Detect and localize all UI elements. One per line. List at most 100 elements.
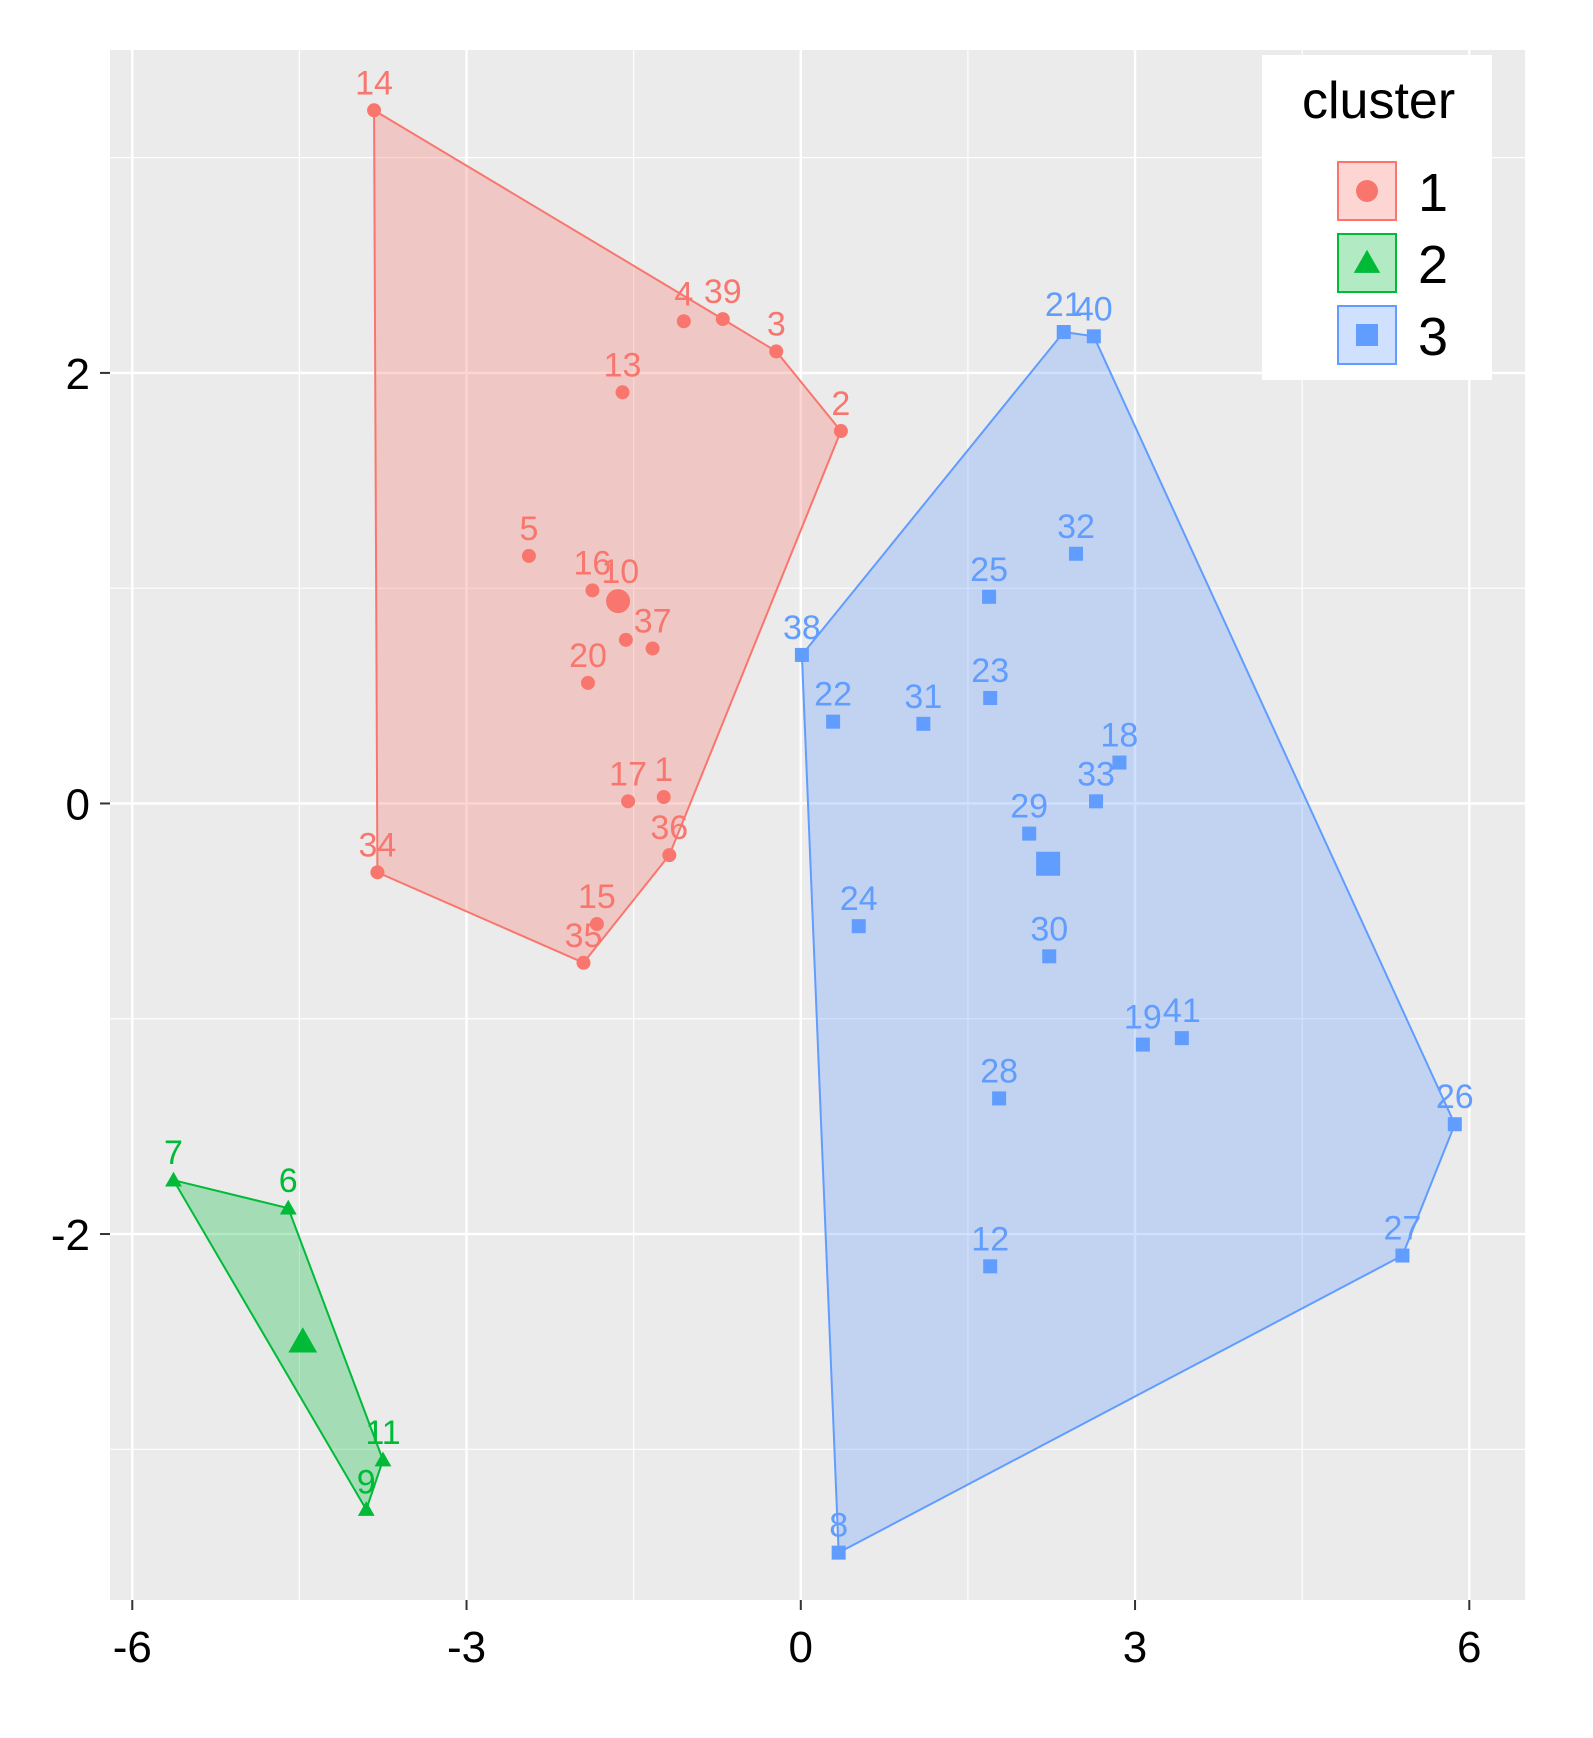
point-3-21 — [1056, 325, 1071, 340]
point-label: 11 — [365, 1414, 400, 1452]
point-1-13 — [615, 385, 630, 400]
axes: -6 -3 0 3 6-202 — [51, 350, 1482, 1672]
point-1-1 — [656, 790, 671, 805]
point-label: 2 — [831, 385, 850, 423]
point-label: 10 — [601, 553, 639, 591]
point-1-35 — [576, 955, 591, 970]
point-label: 8 — [829, 1507, 848, 1545]
point-label: 29 — [1010, 788, 1048, 826]
point-label: 20 — [569, 637, 607, 675]
point-3-25 — [982, 589, 997, 604]
point-1-17 — [621, 794, 636, 809]
point-label: 18 — [1101, 717, 1139, 755]
point-1-16 — [585, 583, 600, 598]
y-tick-label: 2 — [66, 350, 90, 399]
point-label: 19 — [1124, 999, 1162, 1037]
point-2-9 — [357, 1501, 375, 1516]
point-1-20 — [580, 675, 595, 690]
point-label: 31 — [904, 678, 942, 716]
point-1-5 — [521, 548, 536, 563]
point-3-27 — [1395, 1248, 1410, 1263]
point-3-18 — [1112, 755, 1127, 770]
point-3-24 — [851, 919, 866, 934]
point-1-34 — [370, 865, 385, 880]
point-label: 22 — [814, 676, 852, 714]
point-1-39 — [715, 312, 730, 327]
legend-marker-3 — [1356, 324, 1378, 346]
point-3-22 — [826, 714, 841, 729]
point-3-31 — [916, 716, 931, 731]
point-3-23 — [983, 690, 998, 705]
point-3-33 — [1089, 794, 1104, 809]
point-label: 21 — [1045, 286, 1083, 324]
point-3-40 — [1086, 329, 1101, 344]
legend-label-3: 3 — [1418, 307, 1448, 367]
point-3-41 — [1174, 1031, 1189, 1046]
point-label: 25 — [970, 551, 1008, 589]
legend-label-1: 1 — [1418, 163, 1448, 223]
legend-marker-2 — [1353, 249, 1381, 273]
point-label: 14 — [355, 64, 393, 102]
point-label: 38 — [783, 609, 821, 647]
point-3-29 — [1022, 826, 1037, 841]
x-tick-label: -3 — [447, 1623, 486, 1672]
point-2-11 — [374, 1451, 392, 1467]
point-1-4 — [676, 314, 691, 329]
point-3-32 — [1068, 546, 1083, 561]
point-label: 39 — [704, 273, 742, 311]
point-label: 23 — [971, 652, 1009, 690]
centroid-2 — [288, 1327, 318, 1353]
point-label: 17 — [609, 755, 647, 793]
point-3-19 — [1135, 1037, 1150, 1052]
grid-lines — [110, 50, 1525, 1600]
point-1-15 — [589, 917, 604, 932]
point-label: 13 — [604, 346, 642, 384]
x-tick-label: 0 — [789, 1623, 813, 1672]
centroid-1 — [606, 589, 631, 614]
point-label: 40 — [1075, 290, 1113, 328]
point-3-30 — [1042, 949, 1057, 964]
point-1-2 — [833, 424, 848, 439]
point-label: 30 — [1030, 910, 1068, 948]
point-3-8 — [831, 1545, 846, 1560]
point-3-38 — [794, 647, 809, 662]
point-label: 16 — [574, 544, 612, 582]
point-label: 6 — [279, 1162, 298, 1200]
x-tick-label: 6 — [1457, 1623, 1481, 1672]
legend-label-2: 2 — [1418, 235, 1448, 295]
point-label: 35 — [565, 917, 603, 955]
point-label: 32 — [1057, 508, 1095, 546]
point-2-7 — [165, 1171, 182, 1187]
centroid-3 — [1036, 851, 1061, 876]
point-1 — [618, 632, 633, 647]
point-label: 4 — [674, 275, 693, 313]
y-tick-label: 0 — [66, 780, 90, 829]
point-label: 9 — [357, 1464, 376, 1502]
point-label: 41 — [1163, 992, 1201, 1030]
x-tick-label: 3 — [1123, 1623, 1147, 1672]
point-label: 27 — [1384, 1210, 1422, 1248]
point-1-3 — [769, 344, 784, 359]
point-label: 5 — [519, 510, 538, 548]
point-label: 36 — [650, 809, 688, 847]
legend: cluster 1 2 3 — [1262, 55, 1492, 380]
point-label: 12 — [971, 1220, 1009, 1258]
point-1-36 — [662, 848, 677, 863]
point-label: 15 — [578, 878, 616, 916]
point-3-26 — [1447, 1117, 1462, 1132]
point-label: 7 — [164, 1134, 183, 1172]
point-3-28 — [992, 1091, 1007, 1106]
point-1-14 — [367, 103, 382, 118]
point-label: 33 — [1077, 755, 1115, 793]
y-tick-label: -2 — [51, 1211, 90, 1260]
point-3-12 — [983, 1259, 998, 1274]
point-label: 24 — [840, 880, 878, 918]
point-label: 37 — [634, 602, 672, 640]
data-points — [165, 103, 1462, 1560]
point-label: 1 — [654, 751, 673, 789]
point-label: 34 — [358, 826, 396, 864]
point-label: 3 — [767, 305, 786, 343]
legend-title: cluster — [1302, 72, 1455, 130]
